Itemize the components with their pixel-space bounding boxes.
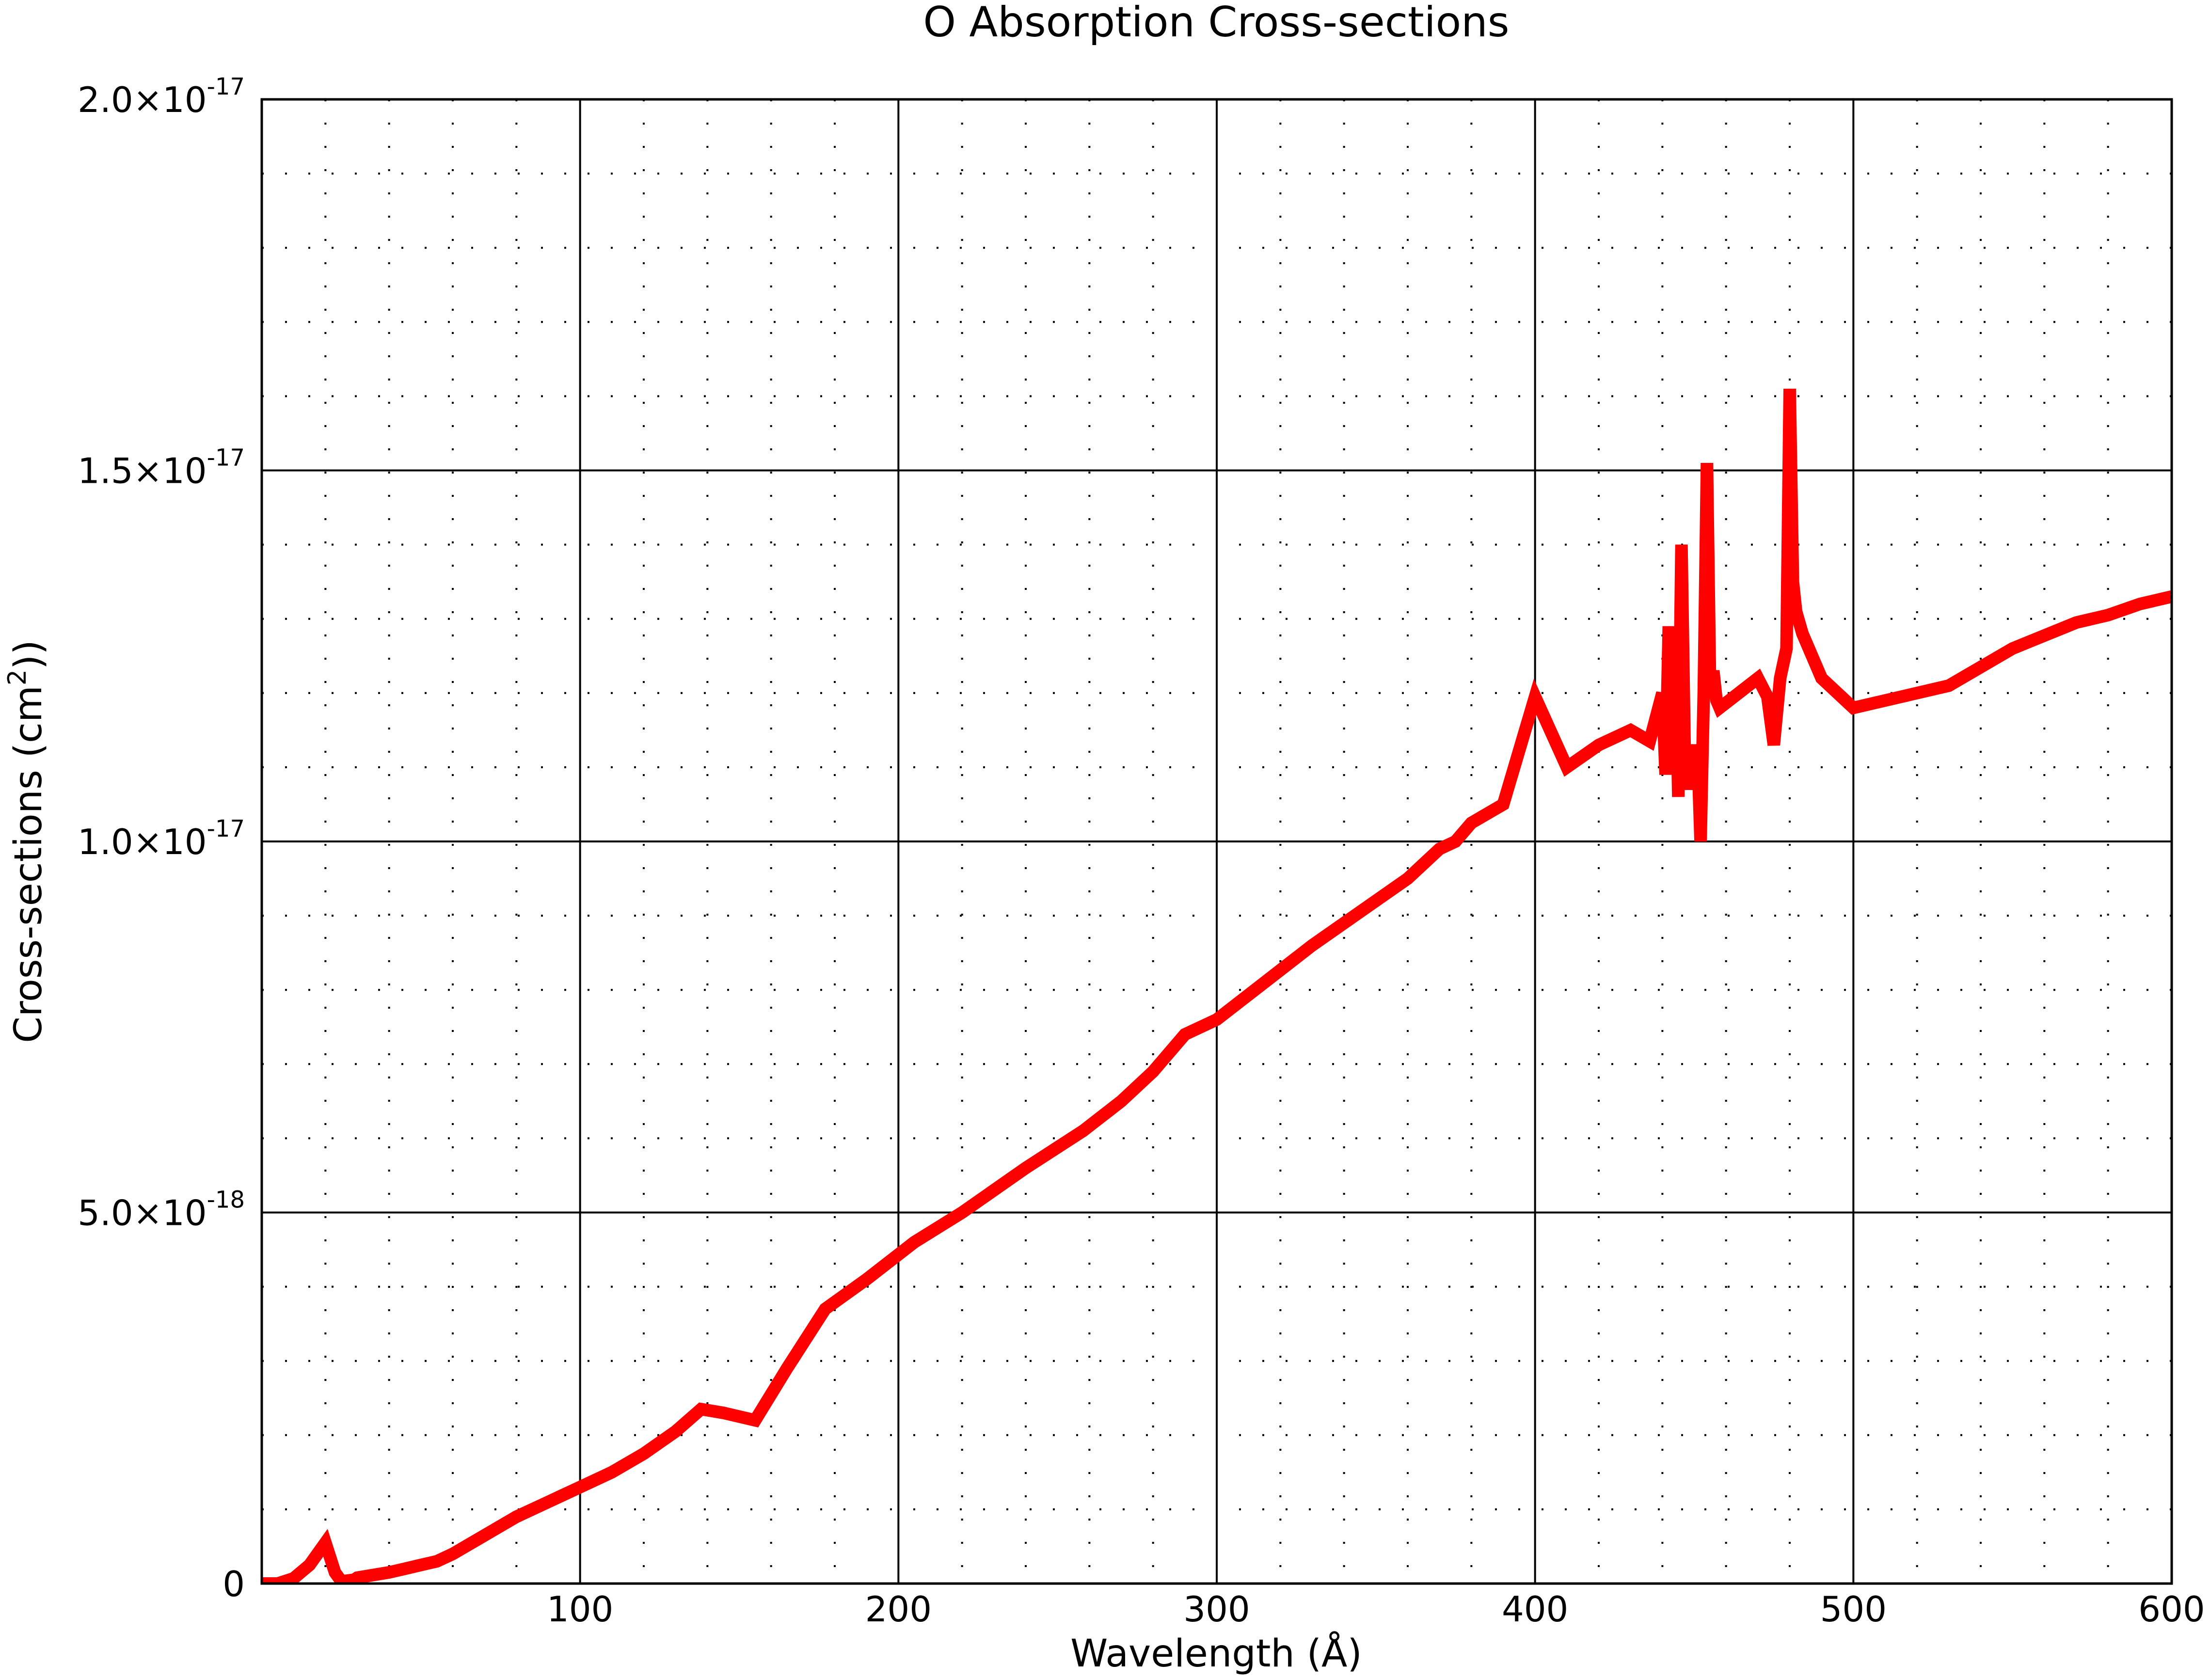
y-axis-label-suffix: )) [7,640,50,669]
y-axis-label-superscript: 2 [3,669,32,685]
y-tick-label: 1.5×10-17 [78,444,245,491]
data-series-layer [262,388,2172,1584]
y-axis-label-prefix: Cross-sections (cm [7,685,50,1043]
y-tick-label: 5.0×10-18 [78,1187,245,1234]
x-tick-labels: 100 200 300 400 500 600 [547,1589,2205,1630]
x-tick-label: 300 [1183,1589,1250,1630]
major-grid [262,99,2172,1584]
series-line [262,388,2172,1584]
y-tick-labels: 0 5.0×10-18 1.0×10-17 1.5×10-17 2.0×10-17 [78,73,245,1604]
y-axis-label: Cross-sections (cm2)) [3,640,50,1043]
y-tick-label: 0 [223,1564,245,1604]
x-tick-label: 400 [1502,1589,1568,1630]
y-tick-label: 1.0×10-17 [78,815,245,862]
x-tick-label: 600 [2138,1589,2205,1630]
x-tick-label: 500 [1820,1589,1887,1630]
plot-frame [260,98,2173,1585]
y-tick-label: 2.0×10-17 [78,73,245,120]
x-tick-label: 200 [865,1589,932,1630]
chart-title: O Absorption Cross-sections [923,0,1509,47]
x-axis-label: Wavelength (Å) [1070,1631,1362,1676]
x-tick-label: 100 [547,1589,613,1630]
